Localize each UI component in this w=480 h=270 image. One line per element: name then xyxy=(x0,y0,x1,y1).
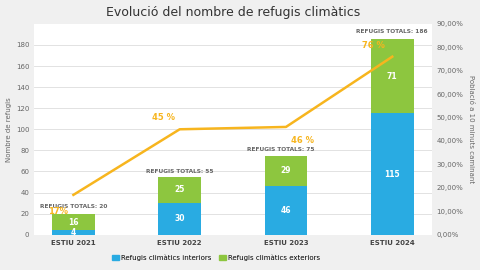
Legend: Refugis climàtics interiors, Refugis climàtics exteriors: Refugis climàtics interiors, Refugis cli… xyxy=(109,252,323,264)
Y-axis label: Població a 10 minuts caminant: Població a 10 minuts caminant xyxy=(468,75,474,183)
Text: 17%: 17% xyxy=(48,207,68,215)
Bar xyxy=(158,203,201,235)
Text: REFUGIS TOTALS: 75: REFUGIS TOTALS: 75 xyxy=(247,147,314,153)
Text: 4: 4 xyxy=(71,228,76,237)
Text: REFUGIS TOTALS: 20: REFUGIS TOTALS: 20 xyxy=(40,204,107,210)
Y-axis label: Nombre de refugis: Nombre de refugis xyxy=(6,97,12,162)
Text: 76 %: 76 % xyxy=(362,41,384,50)
Text: 16: 16 xyxy=(68,218,79,227)
Bar xyxy=(371,113,414,235)
Text: 29: 29 xyxy=(281,166,291,176)
Text: 25: 25 xyxy=(175,185,185,194)
Text: 71: 71 xyxy=(387,72,397,80)
Text: 46: 46 xyxy=(281,206,291,215)
Title: Evolució del nombre de refugis climàtics: Evolució del nombre de refugis climàtics xyxy=(106,6,360,19)
Bar xyxy=(52,231,95,235)
Text: REFUGIS TOTALS: 55: REFUGIS TOTALS: 55 xyxy=(146,168,214,174)
Text: 30: 30 xyxy=(174,214,185,223)
Text: 46 %: 46 % xyxy=(291,136,314,145)
Bar xyxy=(52,214,95,231)
Text: 45 %: 45 % xyxy=(152,113,175,122)
Text: 115: 115 xyxy=(384,170,400,178)
Bar xyxy=(371,39,414,113)
Bar xyxy=(158,177,201,203)
Bar xyxy=(265,186,307,235)
Text: REFUGIS TOTALS: 186: REFUGIS TOTALS: 186 xyxy=(357,29,428,35)
Bar xyxy=(265,156,307,186)
